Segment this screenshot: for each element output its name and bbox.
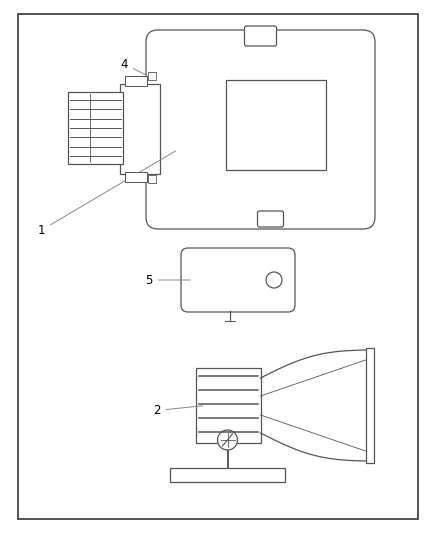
FancyBboxPatch shape xyxy=(244,26,276,46)
Text: 2: 2 xyxy=(153,404,203,417)
FancyBboxPatch shape xyxy=(146,30,375,229)
Text: 4: 4 xyxy=(120,58,145,75)
Bar xyxy=(226,80,326,170)
Bar xyxy=(120,84,160,174)
Circle shape xyxy=(218,430,237,450)
Text: 1: 1 xyxy=(38,151,176,237)
Bar xyxy=(68,92,123,164)
Circle shape xyxy=(266,272,282,288)
Bar xyxy=(148,72,156,80)
FancyBboxPatch shape xyxy=(181,248,295,312)
Bar xyxy=(195,368,261,443)
Bar xyxy=(148,175,156,183)
Bar xyxy=(125,172,147,182)
Text: 5: 5 xyxy=(145,273,190,287)
FancyBboxPatch shape xyxy=(258,211,283,227)
Bar xyxy=(365,348,374,463)
Bar xyxy=(170,468,285,482)
Bar xyxy=(125,76,147,86)
